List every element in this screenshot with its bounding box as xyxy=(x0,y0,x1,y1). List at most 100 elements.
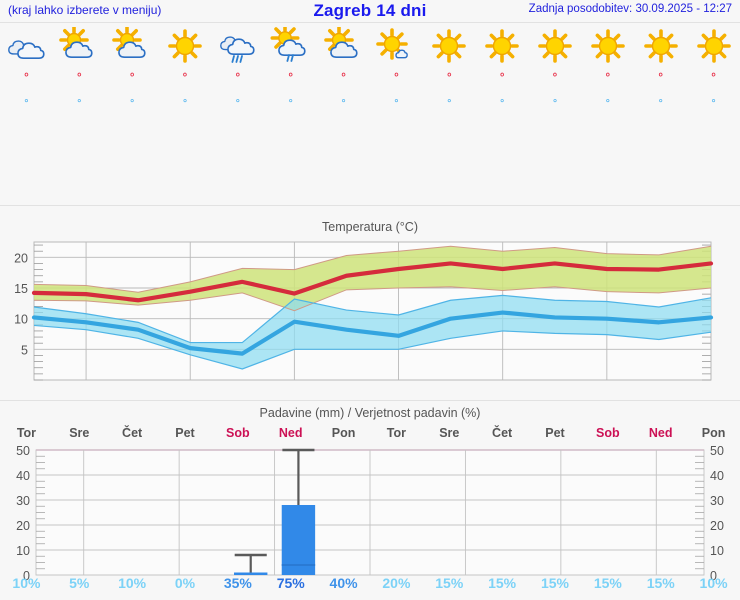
svg-text:30: 30 xyxy=(710,494,724,508)
precipitation-probability: 35% xyxy=(223,575,252,591)
svg-text:15: 15 xyxy=(14,282,28,296)
day-temp-max: ° xyxy=(76,72,82,84)
svg-text:10: 10 xyxy=(710,544,724,558)
day-temp-min: ° xyxy=(447,97,452,109)
precipitation-probability-row: 10% 5% 10% 0% 35% 75% 40% 20% 15% 15% 15% 15% 15% 10% xyxy=(0,575,740,593)
day-temp-min: ° xyxy=(500,97,505,109)
day-column[interactable]: ° ° xyxy=(264,24,317,118)
day-column[interactable]: ° ° xyxy=(370,24,423,118)
last-updated: Zadnja posodobitev: 30.09.2025 - 12:27 xyxy=(528,3,732,15)
precipitation-day-label: Ned xyxy=(278,426,303,440)
precipitation-probability: 20% xyxy=(382,575,411,591)
location-hint: (kraj lahko izberete v meniju) xyxy=(8,3,162,17)
temperature-chart-title: Temperatura (°C) xyxy=(322,220,418,234)
svg-text:10: 10 xyxy=(16,544,30,558)
day-temp-max: ° xyxy=(182,72,188,84)
day-column[interactable]: ° ° xyxy=(53,24,106,118)
svg-text:10: 10 xyxy=(14,313,28,327)
day-temp-min: ° xyxy=(394,97,399,109)
precipitation-plot: 0 0 10 10 20 20 30 30 40 40 50 50 xyxy=(16,444,724,583)
sunny-icon xyxy=(159,27,212,67)
sunny-icon xyxy=(634,27,687,67)
svg-text:40: 40 xyxy=(16,469,30,483)
precipitation-probability: 15% xyxy=(435,575,464,591)
sunny-icon xyxy=(581,27,634,67)
day-temp-min: ° xyxy=(235,97,240,109)
svg-text:50: 50 xyxy=(710,444,724,458)
precipitation-day-label: Sre xyxy=(439,426,460,440)
precipitation-probability: 75% xyxy=(276,575,305,591)
precipitation-day-label: Pon xyxy=(331,426,356,440)
svg-text:0: 0 xyxy=(710,569,717,583)
precipitation-probability: 15% xyxy=(646,575,675,591)
svg-text:20: 20 xyxy=(710,519,724,533)
day-column[interactable]: ° ° xyxy=(476,24,529,118)
day-temp-max: ° xyxy=(129,72,135,84)
day-temp-max: ° xyxy=(341,72,346,84)
precipitation-day-label: Pon xyxy=(701,426,726,440)
day-column[interactable]: ° ° xyxy=(0,24,53,118)
day-column[interactable]: ° ° xyxy=(634,24,687,118)
sunny-icon xyxy=(476,27,529,67)
precipitation-day-label: Čet xyxy=(122,426,143,440)
day-column[interactable]: ° ° xyxy=(687,24,740,118)
precipitation-day-label: Sob xyxy=(226,426,250,440)
precipitation-probability: 0% xyxy=(174,575,196,591)
strip-divider xyxy=(0,205,740,206)
precipitation-day-label: Ned xyxy=(648,426,673,440)
precipitation-day-label: Sob xyxy=(596,426,620,440)
svg-text:0: 0 xyxy=(23,569,30,583)
day-temp-min: ° xyxy=(341,97,346,109)
temperature-plot: 5 10 15 20 xyxy=(14,241,714,381)
svg-text:20: 20 xyxy=(14,251,28,265)
sunny-icon xyxy=(423,27,476,67)
day-column[interactable]: ° ° xyxy=(159,24,212,118)
sun-cloud-icon xyxy=(53,27,106,67)
day-column[interactable]: ° ° xyxy=(211,24,264,118)
day-column[interactable]: ° ° xyxy=(423,24,476,118)
day-temp-min: ° xyxy=(77,97,82,109)
header-divider xyxy=(0,22,740,23)
precipitation-probability: 15% xyxy=(593,575,622,591)
precipitation-day-labels: Tor Sre Čet Pet Sob Ned Pon Tor Sre Čet Pet Sob Ned P… xyxy=(0,426,740,442)
day-column[interactable]: ° ° xyxy=(581,24,634,118)
day-temp-min: ° xyxy=(24,97,29,109)
day-temp-min: ° xyxy=(605,97,610,109)
precipitation-chart: Padavine (mm) / Verjetnost padavin (%) T… xyxy=(0,406,740,600)
chart-divider xyxy=(0,400,740,401)
sun-cloud-icon xyxy=(317,27,370,67)
precipitation-day-label: Čet xyxy=(492,426,513,440)
precipitation-probability: 10% xyxy=(12,575,41,591)
day-column[interactable]: ° ° xyxy=(106,24,159,118)
precipitation-day-label: Sre xyxy=(69,426,90,440)
precipitation-probability: 40% xyxy=(329,575,358,591)
day-temp-max: ° xyxy=(658,72,664,84)
day-temp-max: ° xyxy=(711,72,716,84)
day-temp-min: ° xyxy=(552,97,558,109)
precipitation-day-label: Pet xyxy=(175,426,195,440)
svg-text:30: 30 xyxy=(16,494,30,508)
day-temp-max: ° xyxy=(552,72,558,84)
header-bar: (kraj lahko izberete v meniju) Zagreb 14… xyxy=(0,0,740,22)
precipitation-chart-title: Padavine (mm) / Verjetnost padavin (%) xyxy=(259,406,481,420)
day-temp-max: ° xyxy=(24,72,29,84)
day-temp-max: ° xyxy=(605,72,611,84)
day-temp-min: ° xyxy=(288,97,293,109)
svg-text:5: 5 xyxy=(21,343,28,357)
precipitation-probability: 15% xyxy=(488,575,517,591)
precipitation-day-label: Tor xyxy=(16,426,37,440)
sun-cloud-rain-icon xyxy=(264,27,317,67)
cloud-rain-icon xyxy=(211,27,264,67)
precipitation-probability: 10% xyxy=(699,575,728,591)
day-column[interactable]: ° ° xyxy=(529,24,582,118)
svg-text:50: 50 xyxy=(16,444,30,458)
day-temp-max: ° xyxy=(394,72,399,84)
precipitation-probability: 10% xyxy=(118,575,147,591)
day-column[interactable]: ° ° xyxy=(317,24,370,118)
precipitation-day-label: Tor xyxy=(386,426,407,440)
day-temp-min: ° xyxy=(658,97,663,109)
precipitation-probability: 5% xyxy=(69,575,90,591)
svg-text:20: 20 xyxy=(16,519,30,533)
